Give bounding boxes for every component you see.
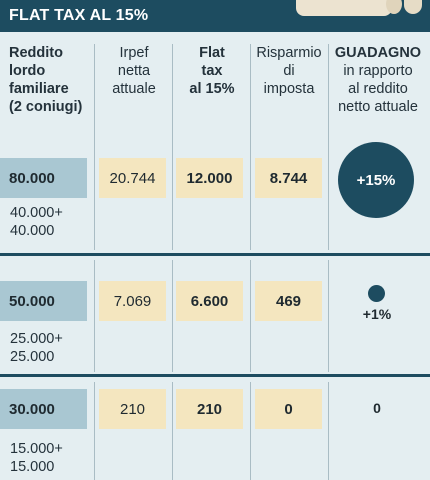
reddito-value: 50.000 [0,281,87,321]
divider [250,382,251,480]
column-header-reddito: Reddito lordo familiare (2 coniugi) [9,45,83,115]
column-header-risparmio: Risparmio di imposta [256,45,322,97]
gain-value: 0 [373,400,381,416]
flat-tax-value: 6.600 [176,281,243,321]
divider [172,44,173,250]
flat-tax-value: 12.000 [176,158,243,198]
reddito-value: 30.000 [0,389,87,429]
header-band: FLAT TAX AL 15% [0,0,430,32]
divider [172,260,173,372]
irpef-value: 7.069 [99,281,166,321]
reddito-value: 80.000 [0,158,87,198]
risparmio-value: 8.744 [255,158,322,198]
divider [94,382,95,480]
scroll-decoration [296,0,402,16]
column-header-guadagno: GUADAGNO in rapporto al reddito netto at… [334,45,422,115]
column-header-irpef: Irpef netta attuale [112,45,156,97]
divider [172,382,173,480]
irpef-value: 20.744 [99,158,166,198]
divider [328,382,329,480]
flat-tax-value: 210 [176,389,243,429]
divider [250,260,251,372]
column-header-flat-tax: Flat tax al 15% [189,45,235,97]
scroll-cap-decoration [404,0,422,14]
divider [328,260,329,372]
gain-value: +1% [362,306,392,322]
irpef-value: 210 [99,389,166,429]
risparmio-value: 0 [255,389,322,429]
divider [328,44,329,250]
reddito-split: 15.000+ 15.000 [10,441,63,475]
divider [94,260,95,372]
row-separator [0,253,430,256]
divider [250,44,251,250]
divider [94,44,95,250]
reddito-split: 25.000+ 25.000 [10,331,63,365]
row-separator [0,374,430,377]
gain-value: +15% [356,171,396,189]
header-title: FLAT TAX AL 15% [9,7,149,24]
gain-circle-large: +15% [338,142,414,218]
gain-circle-small [368,285,385,302]
reddito-split: 40.000+ 40.000 [10,205,63,239]
risparmio-value: 469 [255,281,322,321]
